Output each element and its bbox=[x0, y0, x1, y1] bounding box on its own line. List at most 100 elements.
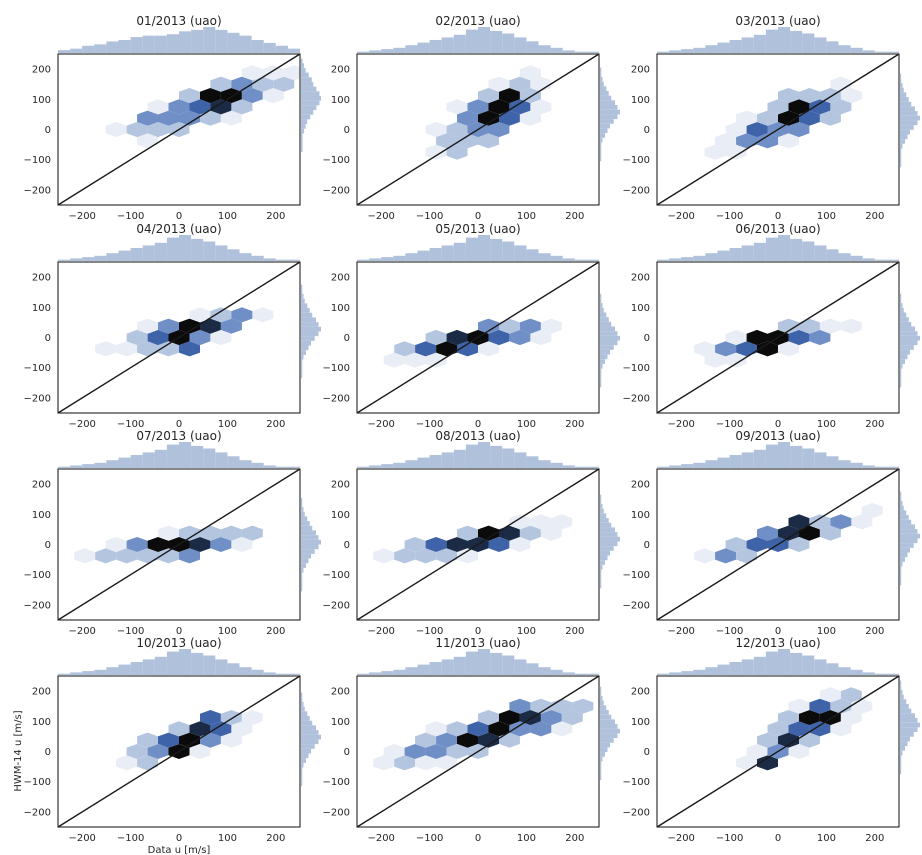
marginal-x-bar bbox=[753, 34, 766, 53]
hexbin-cell bbox=[189, 99, 211, 115]
marginal-y-bar bbox=[600, 705, 607, 710]
hexbin-cell bbox=[799, 732, 820, 748]
marginal-x-bar bbox=[251, 462, 264, 468]
x-tick-label: −100 bbox=[716, 833, 743, 844]
marginal-y-bar bbox=[600, 349, 610, 355]
hexbin-cell bbox=[425, 144, 447, 160]
marginal-y-bar bbox=[301, 716, 310, 721]
marginal-x-bar bbox=[478, 649, 491, 675]
marginal-x-bar bbox=[58, 50, 71, 53]
hexbin-cell bbox=[189, 744, 211, 759]
hexbin-cell bbox=[746, 329, 768, 346]
marginal-y-bar bbox=[900, 317, 909, 322]
marginal-x-bar bbox=[405, 460, 418, 468]
hexbin-cell bbox=[273, 76, 295, 92]
hexbin-cell bbox=[126, 122, 148, 138]
hexbin-cell bbox=[446, 744, 468, 759]
x-tick-label: −200 bbox=[68, 211, 95, 222]
marginal-x-bar bbox=[729, 662, 742, 675]
identity-line bbox=[656, 53, 900, 206]
identity-line bbox=[57, 468, 301, 621]
marginal-y-bar bbox=[900, 321, 912, 327]
marginal-y-bar bbox=[900, 101, 912, 107]
hexbin-cell bbox=[74, 548, 96, 564]
marginal-y-bar bbox=[900, 694, 904, 700]
marginal-y-bar bbox=[301, 81, 314, 87]
marginal-x-bar bbox=[526, 41, 539, 53]
marginal-x-bar bbox=[405, 45, 418, 53]
hexbin-cell bbox=[478, 110, 499, 126]
hexbin-cell bbox=[799, 710, 820, 726]
x-tick-label: 200 bbox=[565, 211, 584, 222]
marginal-x-bar bbox=[251, 255, 264, 261]
marginal-y-bar bbox=[600, 569, 602, 575]
hexbin-cell bbox=[488, 537, 510, 552]
hexbin-cell bbox=[147, 122, 169, 138]
hexbin-cell bbox=[725, 122, 747, 138]
marginal-x-bar bbox=[874, 466, 887, 468]
hexbin-cell bbox=[736, 133, 757, 149]
y-tick-label: 100 bbox=[331, 510, 350, 521]
hexbin-cell bbox=[383, 352, 405, 368]
marginal-y-bar bbox=[600, 499, 602, 505]
x-tick-label: −200 bbox=[68, 626, 95, 637]
marginal-x-bar bbox=[453, 656, 466, 675]
marginal-x-bar bbox=[393, 255, 406, 261]
hexbin-cell bbox=[210, 329, 232, 346]
hexbin-cell bbox=[551, 514, 573, 530]
marginal-x-bar bbox=[227, 32, 240, 53]
hexbin-cell bbox=[147, 99, 169, 115]
hexbin-cell bbox=[499, 318, 520, 334]
x-tick-label: 200 bbox=[865, 419, 884, 430]
hexbin-cell bbox=[799, 525, 820, 541]
y-tick-label: 200 bbox=[331, 480, 350, 491]
marginal-x-bar bbox=[82, 45, 95, 53]
marginal-y-bar bbox=[600, 382, 602, 388]
x-tick-label: 0 bbox=[775, 626, 781, 637]
marginal-x-bar bbox=[369, 258, 382, 261]
marginal-x-bar bbox=[239, 667, 252, 675]
marginal-x-bar bbox=[70, 258, 83, 261]
marginal-x-bar bbox=[263, 42, 276, 53]
hexbin-cell bbox=[851, 514, 873, 530]
marginal-x-bar bbox=[441, 659, 454, 675]
marginal-y-bar bbox=[301, 326, 321, 332]
y-tick-label: 0 bbox=[644, 333, 650, 344]
marginal-x-bar bbox=[550, 255, 563, 261]
marginal-y-bar bbox=[600, 298, 602, 304]
marginal-x-bar bbox=[227, 663, 240, 675]
x-tick-label: 100 bbox=[517, 419, 536, 430]
x-tick-label: −200 bbox=[68, 833, 95, 844]
hexbin-cell bbox=[725, 537, 747, 552]
marginal-y-bar bbox=[600, 331, 618, 336]
marginal-y-bar bbox=[600, 123, 610, 129]
hexbin-cell bbox=[425, 537, 447, 552]
marginal-y-bar bbox=[600, 345, 614, 350]
panel-1: −200 −100 0 100 200 −200 −100 0 100 200 01/2013 (u… bbox=[24, 14, 321, 222]
marginal-x-bar bbox=[166, 651, 179, 675]
hexbin-cell bbox=[509, 99, 531, 115]
identity-line bbox=[656, 675, 900, 828]
marginal-x-bar bbox=[166, 237, 179, 261]
y-tick-label: 0 bbox=[45, 333, 51, 344]
marginal-x-bar bbox=[130, 248, 143, 261]
marginal-x-bar bbox=[453, 34, 466, 53]
marginal-x-bar bbox=[130, 37, 143, 53]
marginal-x-bar bbox=[94, 462, 107, 468]
hexbin-cell bbox=[137, 548, 158, 564]
marginal-x-bar bbox=[574, 673, 587, 675]
marginal-x-bar bbox=[287, 259, 300, 261]
marginal-y-bar bbox=[900, 501, 903, 506]
marginal-x-bar bbox=[417, 664, 430, 675]
marginal-y-bar bbox=[600, 307, 604, 313]
marginal-y-bar bbox=[600, 536, 620, 542]
marginal-y-bar bbox=[301, 525, 313, 531]
marginal-x-bar bbox=[705, 45, 718, 53]
hexbin-cell bbox=[478, 318, 499, 334]
marginal-x-bar bbox=[215, 245, 228, 261]
marginal-x-bar bbox=[130, 662, 143, 675]
marginal-y-bar bbox=[600, 335, 620, 341]
marginal-x-bar bbox=[142, 35, 155, 53]
x-tick-label: 0 bbox=[176, 833, 182, 844]
marginal-x-bar bbox=[275, 45, 288, 53]
